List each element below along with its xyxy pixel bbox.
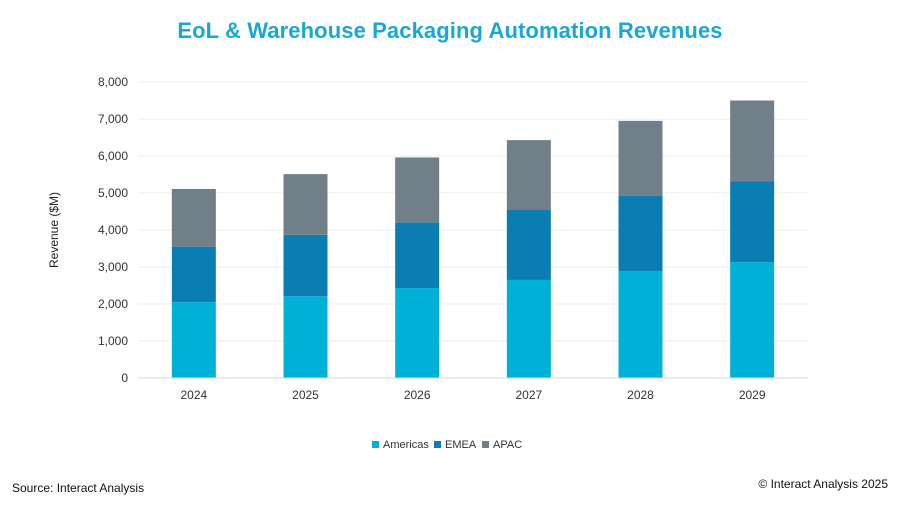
y-tick-label: 7,000 bbox=[98, 112, 128, 126]
bar-apac-2028 bbox=[618, 120, 663, 196]
x-axis-ticks: 2024 2025 2026 2027 2028 2029 bbox=[180, 388, 765, 402]
legend-swatch-americas bbox=[372, 441, 379, 448]
x-tick-label: 2024 bbox=[180, 388, 207, 402]
x-tick-label: 2028 bbox=[627, 388, 654, 402]
bar-emea-2027 bbox=[506, 210, 551, 280]
bar-apac-2029 bbox=[730, 100, 775, 182]
y-tick-label: 0 bbox=[121, 371, 128, 385]
bar-emea-2026 bbox=[395, 222, 440, 289]
source-note: Source: Interact Analysis bbox=[12, 481, 145, 495]
bar-apac-2026 bbox=[395, 157, 440, 223]
bar-americas-2027 bbox=[506, 279, 551, 378]
legend-label-apac: APAC bbox=[493, 439, 522, 451]
bar-americas-2024 bbox=[171, 302, 216, 378]
bar-emea-2025 bbox=[283, 234, 328, 297]
legend-label-americas: Americas bbox=[383, 439, 429, 451]
bar-americas-2028 bbox=[618, 271, 663, 378]
bar-apac-2025 bbox=[283, 174, 328, 235]
bar-emea-2028 bbox=[618, 195, 663, 272]
y-axis-ticks: 0 1,000 2,000 3,000 4,000 5,000 6,000 7,000 8,00… bbox=[98, 75, 128, 385]
legend-swatch-apac bbox=[482, 441, 489, 448]
y-tick-label: 4,000 bbox=[98, 223, 128, 237]
x-tick-label: 2029 bbox=[739, 388, 766, 402]
bar-americas-2029 bbox=[730, 262, 775, 378]
bar-emea-2029 bbox=[730, 181, 775, 263]
y-tick-label: 5,000 bbox=[98, 186, 128, 200]
y-tick-label: 3,000 bbox=[98, 260, 128, 274]
bar-emea-2024 bbox=[171, 246, 216, 303]
legend: Americas EMEA APAC bbox=[372, 439, 522, 451]
bar-americas-2026 bbox=[395, 288, 440, 378]
bar-apac-2024 bbox=[171, 188, 216, 247]
y-axis-title: Revenue ($M) bbox=[47, 192, 61, 268]
copyright-note: © Interact Analysis 2025 bbox=[758, 477, 888, 491]
legend-swatch-emea bbox=[434, 441, 441, 448]
legend-label-emea: EMEA bbox=[445, 439, 477, 451]
x-tick-label: 2025 bbox=[292, 388, 319, 402]
gridlines bbox=[138, 81, 808, 342]
y-tick-label: 1,000 bbox=[98, 334, 128, 348]
chart-title: EoL & Warehouse Packaging Automation Rev… bbox=[177, 18, 723, 43]
x-tick-label: 2026 bbox=[404, 388, 431, 402]
y-tick-label: 6,000 bbox=[98, 149, 128, 163]
bar-apac-2027 bbox=[506, 140, 551, 211]
bars bbox=[171, 100, 775, 378]
bar-americas-2025 bbox=[283, 296, 328, 378]
y-tick-label: 2,000 bbox=[98, 297, 128, 311]
y-tick-label: 8,000 bbox=[98, 75, 128, 89]
x-tick-label: 2027 bbox=[515, 388, 542, 402]
